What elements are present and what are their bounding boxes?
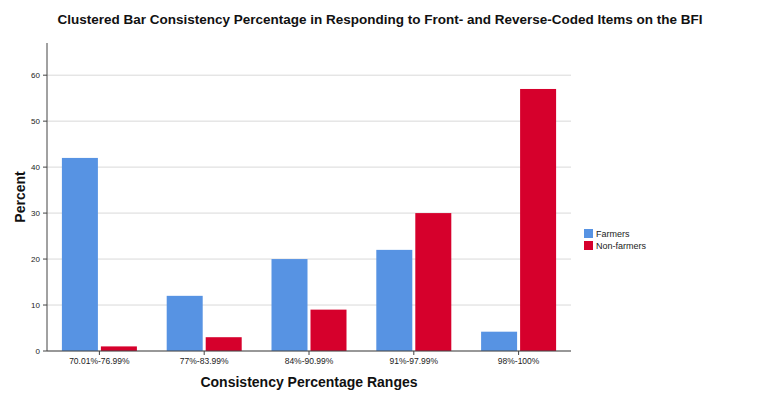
- bar: [415, 213, 451, 351]
- x-tick: [309, 351, 310, 355]
- x-tick-label: 77%-83.99%: [180, 356, 229, 366]
- x-axis-title: Consistency Percentage Ranges: [200, 374, 417, 390]
- y-tick: [43, 305, 47, 306]
- x-tick-label: 91%-97.99%: [389, 356, 438, 366]
- x-tick-label: 84%-90.99%: [285, 356, 334, 366]
- y-tick-label: 30: [31, 209, 40, 218]
- bar: [481, 332, 517, 351]
- x-tick: [518, 351, 519, 355]
- y-tick: [43, 75, 47, 76]
- grid-line: [47, 259, 571, 260]
- bar: [520, 89, 556, 351]
- bar: [206, 337, 242, 351]
- grid-line: [47, 213, 571, 214]
- chart-container: Clustered Bar Consistency Percentage in …: [0, 0, 762, 400]
- bar: [272, 259, 308, 351]
- y-tick-label: 40: [31, 163, 40, 172]
- grid-line: [47, 167, 571, 168]
- legend-label: Non-farmers: [596, 241, 647, 251]
- y-tick-label: 20: [31, 255, 40, 264]
- bar: [62, 158, 98, 351]
- y-tick-label: 50: [31, 117, 40, 126]
- bar: [311, 310, 347, 351]
- title: Clustered Bar Consistency Percentage in …: [57, 12, 702, 27]
- y-tick-label: 10: [31, 301, 40, 310]
- y-tick-label: 0: [36, 347, 41, 356]
- bar: [167, 296, 203, 351]
- x-tick-label: 70.01%-76.99%: [69, 356, 130, 366]
- y-tick: [43, 167, 47, 168]
- x-tick: [413, 351, 414, 355]
- y-axis: [47, 43, 48, 351]
- bars: [62, 89, 556, 351]
- legend: Farmers Non-farmers: [584, 229, 647, 251]
- y-tick: [43, 213, 47, 214]
- y-tick: [43, 121, 47, 122]
- legend-swatch: [584, 229, 593, 238]
- y-axis-title: Percent: [12, 171, 28, 223]
- bar: [101, 346, 137, 351]
- grid-line: [47, 305, 571, 306]
- chart-svg: Clustered Bar Consistency Percentage in …: [0, 0, 762, 400]
- x-tick-label: 98%-100%: [498, 356, 540, 366]
- y-tick: [43, 351, 47, 352]
- y-tick: [43, 259, 47, 260]
- x-tick: [99, 351, 100, 355]
- legend-swatch: [584, 241, 593, 250]
- x-tick: [204, 351, 205, 355]
- grid-line: [47, 75, 571, 76]
- y-tick-label: 60: [31, 71, 40, 80]
- grid-line: [47, 121, 571, 122]
- legend-label: Farmers: [596, 229, 630, 239]
- bar: [376, 250, 412, 351]
